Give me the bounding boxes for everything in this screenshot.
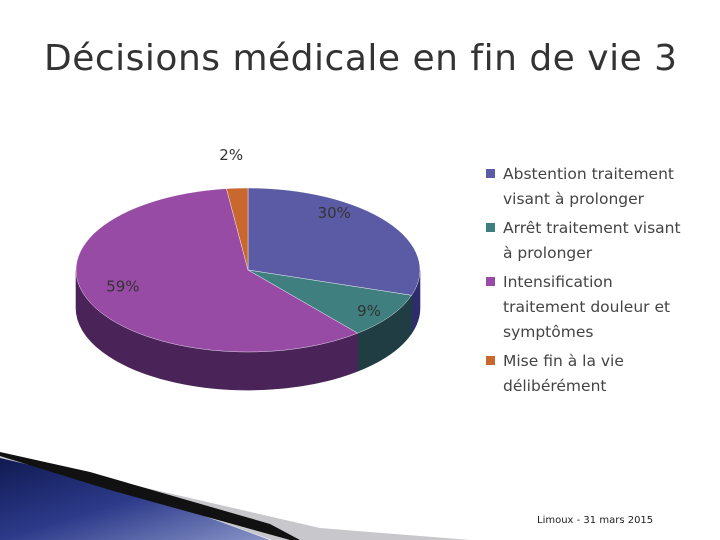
legend-item: Mise fin à la vie délibérément: [486, 349, 686, 399]
decor-black-stripe: [0, 452, 300, 540]
pie-slice: [75, 188, 359, 353]
legend-item: Abstention traitement visant à prolonger: [486, 162, 686, 212]
legend-item: Intensification traitement douleur et sy…: [486, 270, 686, 345]
pie-slice: [226, 187, 249, 271]
legend-item: Arrêt traitement visant à prolonger: [486, 216, 686, 266]
pie-data-label: 59%: [106, 277, 139, 295]
pie-slice: [247, 187, 421, 296]
legend-label: Mise fin à la vie délibérément: [503, 352, 624, 395]
legend-label: Intensification traitement douleur et sy…: [503, 273, 671, 341]
corner-decoration: [0, 452, 470, 540]
pie-data-label: 9%: [357, 302, 381, 320]
pie-slice: [247, 269, 412, 334]
decor-blue-wedge: [0, 456, 270, 540]
legend-swatch: [486, 223, 495, 232]
pie-data-label: 30%: [318, 204, 351, 222]
legend-label: Arrêt traitement visant à prolonger: [503, 219, 681, 262]
slide-title: Décisions médicale en fin de vie 3: [44, 38, 678, 79]
slide-footer: Limoux - 31 mars 2015: [537, 515, 654, 526]
legend-label: Abstention traitement visant à prolonger: [503, 165, 674, 208]
pie-data-label: 2%: [219, 146, 243, 164]
legend-swatch: [486, 356, 495, 365]
legend-swatch: [486, 169, 495, 178]
chart-legend: Abstention traitement visant à prolonger…: [486, 162, 686, 403]
legend-swatch: [486, 277, 495, 286]
